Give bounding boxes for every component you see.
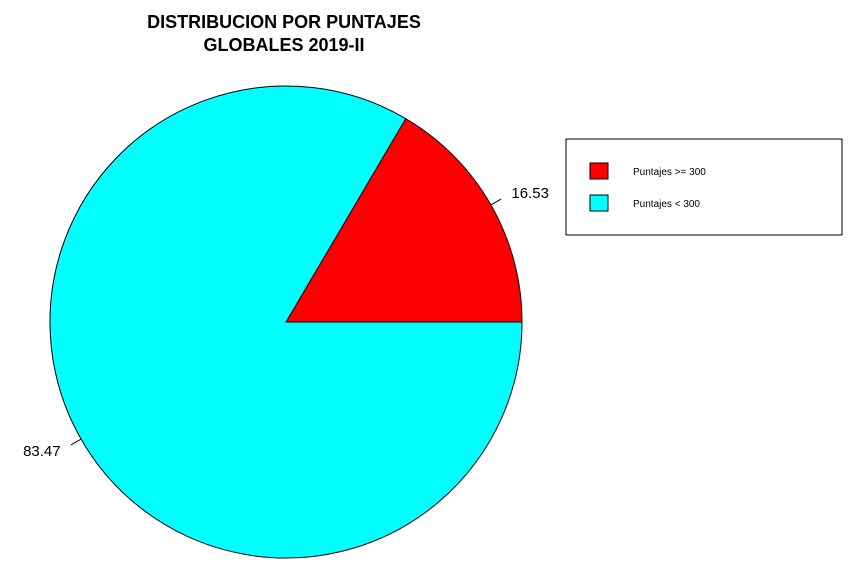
legend: Puntajes >= 300 Puntajes < 300 [565, 138, 843, 236]
pie-slice-0 [285, 117, 523, 323]
chart-title-line-1: DISTRIBUCION POR PUNTAJES [147, 12, 421, 32]
chart-title-line-2: GLOBALES 2019-II [203, 35, 364, 55]
pie-labels: 16.53 83.47 [23, 185, 549, 460]
pie-slices [49, 85, 523, 559]
pie-slice-1 [49, 85, 523, 559]
pie-value-label-0: 16.53 [511, 185, 549, 202]
legend-swatch-high [589, 162, 609, 180]
pie-value-label-1: 83.47 [23, 443, 61, 460]
legend-swatch-low [589, 194, 609, 212]
legend-label-high: Puntajes >= 300 [633, 167, 706, 178]
legend-label-low: Puntajes < 300 [633, 199, 700, 210]
legend-box [565, 138, 843, 236]
pie-label-tick-1 [70, 438, 82, 446]
pie-label-tick-0 [490, 198, 502, 206]
